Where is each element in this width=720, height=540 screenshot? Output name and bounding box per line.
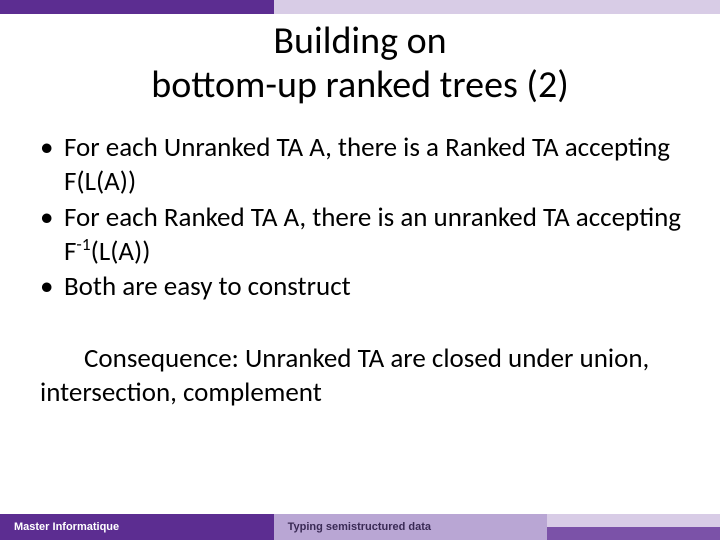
- bullet-text-post: (L(A)): [91, 235, 151, 268]
- slide-footer: Master Informatique Typing semistructure…: [0, 514, 720, 540]
- bullet-item: For each Unranked TA A, there is a Ranke…: [36, 131, 684, 199]
- bullet-text: For each Unranked TA A, there is a Ranke…: [64, 131, 670, 198]
- bullet-list: For each Unranked TA A, there is a Ranke…: [36, 131, 684, 304]
- title-line-2: bottom-up ranked trees (2): [151, 62, 568, 108]
- title-line-1: Building on: [273, 18, 446, 64]
- bullet-text: Both are easy to construct: [64, 270, 351, 303]
- bullet-item: For each Ranked TA A, there is an unrank…: [36, 201, 684, 269]
- top-accent-bar: [0, 0, 720, 14]
- footer-right-panel: [547, 514, 720, 540]
- top-bar-segment-dark: [0, 0, 274, 14]
- footer-mid-panel: Typing semistructured data: [274, 514, 548, 540]
- bullet-item: Both are easy to construct: [36, 270, 684, 304]
- bullet-text-pre: For each Ranked TA A, there is an unrank…: [64, 201, 681, 268]
- slide-body: For each Unranked TA A, there is a Ranke…: [0, 131, 720, 409]
- consequence-paragraph: Consequence: Unranked TA are closed unde…: [36, 342, 684, 410]
- bullet-superscript: -1: [76, 233, 90, 255]
- consequence-text: Consequence: Unranked TA are closed unde…: [40, 342, 649, 409]
- footer-left-panel: Master Informatique: [0, 514, 274, 540]
- top-bar-segment-light: [274, 0, 720, 14]
- footer-mid-label: Typing semistructured data: [288, 521, 431, 533]
- footer-left-label: Master Informatique: [14, 521, 119, 533]
- slide-title: Building on bottom-up ranked trees (2): [0, 20, 720, 107]
